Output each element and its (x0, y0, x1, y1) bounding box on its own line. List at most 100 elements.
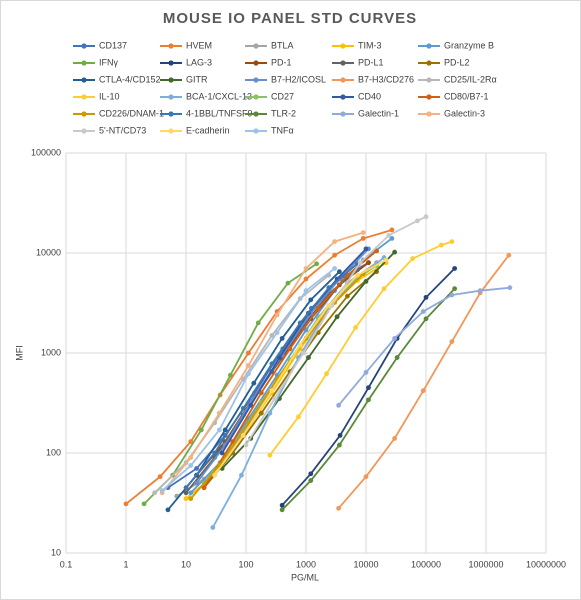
data-point (355, 272, 360, 278)
data-point (363, 278, 369, 284)
y-tick-label: 100000 (31, 147, 61, 157)
data-point (165, 507, 171, 513)
series-line (245, 215, 427, 446)
data-point (410, 256, 416, 261)
legend-marker (253, 94, 259, 100)
data-point (389, 235, 395, 241)
data-point (366, 385, 371, 391)
legend-label: CD137 (99, 40, 127, 50)
data-point (336, 402, 342, 408)
data-point (315, 305, 321, 311)
data-point (332, 266, 338, 271)
data-point (360, 230, 366, 235)
legend-label: CD40 (358, 91, 381, 101)
data-point (258, 410, 264, 416)
data-point (243, 442, 249, 448)
y-tick-label: 100 (46, 447, 61, 457)
data-point (251, 380, 257, 386)
legend-label: CD80/B7-1 (444, 91, 489, 101)
data-point (449, 239, 455, 245)
data-point (279, 507, 285, 513)
x-tick-label: 100 (238, 559, 253, 569)
data-point (366, 260, 371, 266)
legend-marker (340, 94, 346, 100)
x-tick-label: 10000 (353, 559, 378, 569)
legend-label: Galectin-3 (444, 108, 485, 118)
data-point (363, 246, 369, 252)
data-point (157, 474, 163, 480)
series-line (269, 240, 453, 456)
legend-marker (253, 43, 259, 49)
legend-marker (253, 60, 259, 66)
legend-label: CD27 (271, 91, 294, 101)
data-point (246, 350, 251, 356)
data-point (274, 330, 280, 335)
data-point (326, 302, 332, 308)
data-point (324, 371, 329, 377)
data-point (279, 502, 285, 508)
legend-label: B7-H3/CD276 (358, 74, 414, 84)
x-tick-label: 100000 (411, 559, 441, 569)
data-point (306, 355, 311, 360)
data-point (248, 402, 254, 408)
x-tick-label: 10000000 (526, 559, 566, 569)
data-point (212, 472, 218, 478)
legend-marker (168, 77, 174, 83)
legend-marker (81, 60, 87, 66)
data-point (366, 397, 371, 403)
data-point (152, 490, 158, 496)
data-point (415, 218, 420, 224)
data-point (296, 414, 301, 420)
legend-label: BTLA (271, 40, 294, 50)
data-point (279, 335, 285, 341)
data-point (303, 288, 309, 294)
data-point (303, 276, 309, 282)
legend-marker (426, 77, 432, 83)
legend-label: TIM-3 (358, 40, 382, 50)
data-point (308, 471, 314, 477)
data-point (216, 410, 222, 416)
legend-marker (168, 94, 174, 100)
data-point (123, 501, 129, 507)
data-point (272, 396, 278, 401)
data-point (336, 442, 342, 448)
series-line (221, 248, 367, 454)
data-point (198, 427, 204, 433)
legend-marker (426, 111, 432, 117)
data-point (392, 435, 398, 441)
data-point (201, 485, 207, 491)
data-point (255, 320, 261, 326)
legend-label: Galectin-1 (358, 108, 399, 118)
legend-label: B7-H2/ICOSL (271, 74, 326, 84)
data-point (240, 405, 246, 411)
data-point (381, 286, 387, 292)
data-point (216, 427, 222, 433)
data-point (420, 388, 426, 394)
data-point (336, 269, 342, 275)
data-point (360, 235, 366, 241)
legend-marker (340, 77, 346, 83)
legend-label: BCA-1/CXCL-13 (186, 91, 252, 101)
data-point (188, 496, 194, 501)
data-point (314, 261, 319, 267)
data-point (188, 490, 194, 496)
y-axis-label: MFI (14, 345, 24, 361)
data-point (269, 388, 275, 394)
data-point (345, 293, 350, 299)
data-point (452, 286, 458, 292)
data-point (210, 525, 216, 530)
data-point (194, 480, 199, 486)
data-point (308, 478, 314, 483)
data-point (194, 466, 199, 471)
y-tick-label: 10 (51, 547, 61, 557)
legend-marker (81, 94, 87, 100)
y-tick-label: 10000 (36, 247, 61, 257)
x-tick-label: 1000000 (468, 559, 503, 569)
data-point (326, 285, 332, 291)
legend-marker (340, 111, 346, 117)
legend-label: HVEM (186, 40, 212, 50)
data-point (267, 410, 273, 416)
legend-label: E-cadherin (186, 125, 230, 135)
